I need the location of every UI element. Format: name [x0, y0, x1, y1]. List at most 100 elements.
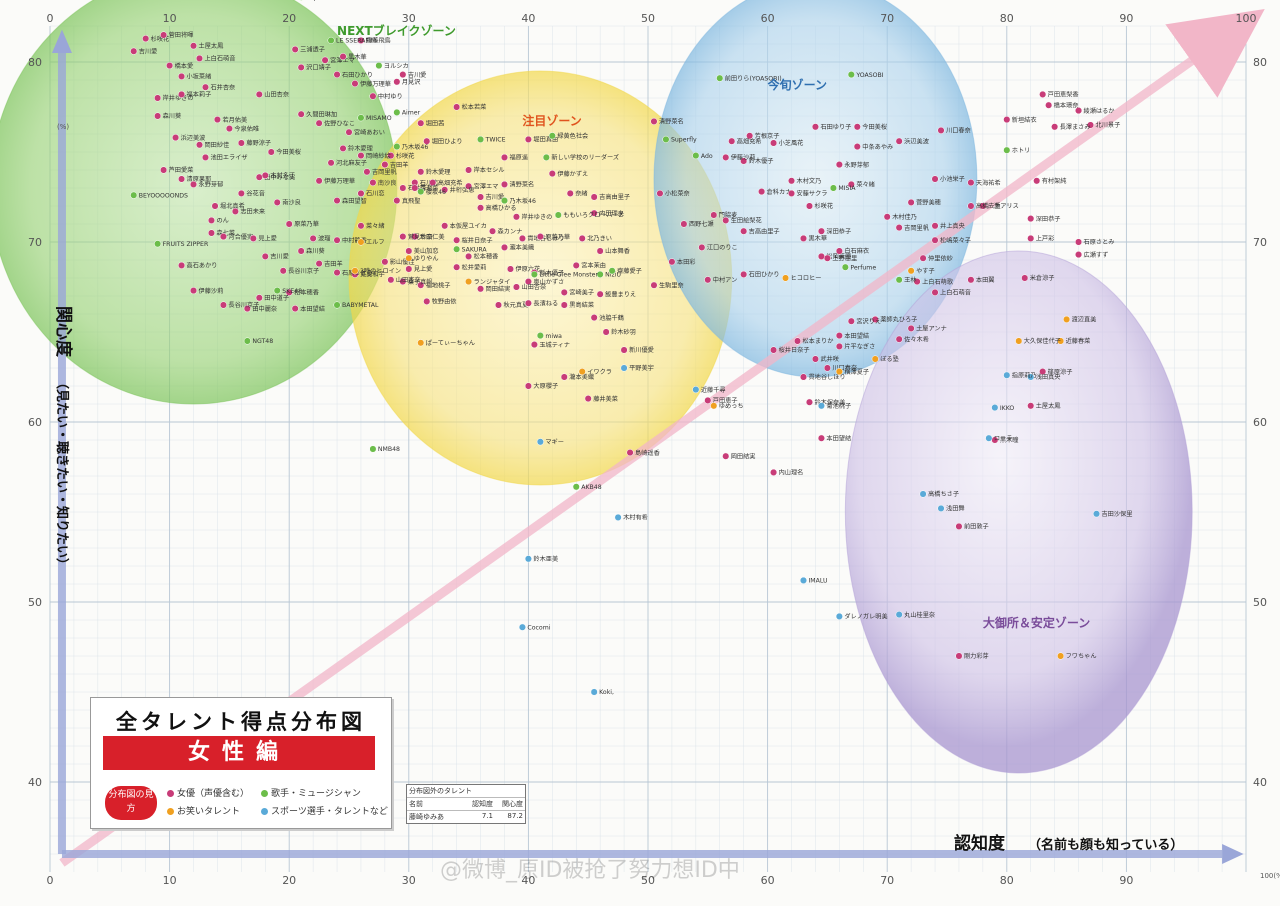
- data-point-label: 松本穂香: [474, 253, 499, 261]
- data-point: [758, 188, 766, 196]
- data-point-label: 吉高由里子: [749, 227, 780, 235]
- data-point-label: 谷花音: [246, 190, 265, 198]
- data-point: [554, 211, 562, 219]
- data-point-label: 永野芽郁: [844, 161, 869, 169]
- data-point-label: ローラ: [994, 435, 1013, 442]
- data-point: [189, 42, 198, 50]
- data-point-label: 浅田真央: [1036, 373, 1062, 381]
- data-point: [417, 281, 425, 289]
- data-point-label: 池田エライザ: [210, 154, 247, 162]
- x-tick-label: 90: [1119, 874, 1133, 887]
- legend-tag: 分布図の見方: [105, 786, 157, 820]
- data-point: [333, 236, 341, 244]
- data-point: [500, 153, 509, 161]
- data-point-label: 黒木瞳: [1000, 436, 1019, 444]
- data-point: [417, 188, 425, 196]
- data-point: [740, 157, 748, 165]
- data-point: [572, 261, 580, 269]
- data-point-label: 森川葵: [163, 112, 182, 120]
- data-point: [560, 301, 568, 309]
- data-point: [333, 269, 341, 277]
- data-point-label: 内田理央: [599, 209, 625, 217]
- data-point: [572, 483, 580, 491]
- data-point: [817, 402, 825, 410]
- outside-table-caption: 分布図外のタレント: [409, 787, 472, 795]
- data-point: [488, 227, 497, 235]
- outside-table: 分布図外のタレント 名前 認知度 関心度 藤崎ゆみあ 7.1 87.2: [406, 784, 526, 824]
- data-point-label: 真飛聖: [402, 197, 421, 205]
- data-point-label: 江口のりこ: [707, 245, 738, 252]
- x-tick-label-top: 40: [521, 12, 535, 25]
- data-point: [315, 177, 323, 185]
- data-point-label: 石川恋: [366, 190, 385, 198]
- data-point: [357, 114, 365, 122]
- zone-area: [653, 0, 978, 378]
- data-point-label: 井上真央: [940, 222, 966, 230]
- data-point-label: 吉川愛: [486, 193, 505, 201]
- data-point: [429, 179, 437, 187]
- data-point-label: 渡辺直美: [1072, 316, 1097, 324]
- data-point: [793, 337, 802, 345]
- y-tick-label: 70: [28, 236, 42, 249]
- x-axis-arrowhead: [1222, 844, 1244, 864]
- outside-table-header: 名前 認知度 関心度: [407, 797, 525, 810]
- data-point: [387, 276, 395, 284]
- data-point-label: Little Glee Monster: [539, 272, 598, 279]
- data-point-label: 菜々緒: [366, 222, 385, 230]
- legend-dot-actress: [167, 790, 174, 797]
- data-point: [620, 364, 628, 372]
- data-point-label: 原菜乃華: [545, 233, 570, 241]
- data-point-label: 横澤夏子: [844, 368, 869, 376]
- data-point: [596, 270, 604, 278]
- data-point-label: ランジャタイ: [474, 278, 511, 286]
- data-point: [518, 234, 526, 242]
- data-point: [178, 175, 186, 183]
- data-point-label: 桜井日奈子: [779, 346, 810, 354]
- y-tick-label-right: 80: [1253, 56, 1267, 69]
- zone-label: NEXTブレイクゾーン: [337, 23, 456, 38]
- data-point: [213, 116, 221, 124]
- data-point: [596, 290, 604, 298]
- data-point-label: 上戸彩: [1036, 235, 1055, 243]
- data-point-label: 長谷川京子: [228, 301, 259, 309]
- data-point-label: 新木優子: [539, 269, 564, 277]
- data-point-label: 鷲見玲奈: [408, 233, 433, 241]
- data-point-label: 堀田ひより: [432, 137, 463, 145]
- data-point: [357, 152, 365, 160]
- data-point-label: 田中道子: [264, 294, 289, 302]
- data-point: [399, 278, 407, 286]
- data-point-label: 大原櫻子: [533, 382, 558, 390]
- data-point-label: 岸井ゆきの: [163, 94, 194, 102]
- data-point-label: 森七菜: [216, 229, 235, 237]
- data-point: [787, 189, 796, 197]
- data-point: [937, 126, 945, 134]
- data-point-label: 杉咲花: [396, 152, 415, 160]
- x-axis-title: 認知度: [954, 833, 1006, 854]
- data-point-label: 乃木坂46: [402, 143, 428, 151]
- data-point-label: 高畑充希: [737, 137, 762, 145]
- data-point: [919, 490, 927, 498]
- data-point: [255, 294, 263, 302]
- data-point: [399, 71, 407, 79]
- data-point-label: 永野芽郁: [199, 181, 224, 189]
- data-point: [955, 522, 963, 530]
- data-point-label: 桑子真帆: [408, 278, 433, 286]
- data-point: [369, 179, 377, 187]
- data-point: [584, 395, 592, 403]
- data-point-label: 鈴木砂羽: [611, 328, 636, 336]
- data-point-label: 土屋太鳳: [199, 42, 225, 50]
- data-point: [207, 229, 216, 237]
- data-point: [817, 434, 825, 442]
- data-point: [548, 132, 556, 140]
- data-point-label: 三浦透子: [300, 46, 325, 54]
- data-point-label: ヨルシカ: [384, 63, 409, 70]
- data-point-label: 内山理名: [779, 469, 804, 477]
- data-point-label: 高石あかり: [187, 262, 218, 270]
- data-point: [417, 119, 425, 127]
- data-point: [590, 209, 598, 217]
- y-tick-label: 80: [28, 56, 42, 69]
- data-point-label: ダレノガレ明美: [844, 613, 887, 621]
- zone-label: 大御所＆安定ゾーン: [983, 615, 1090, 630]
- data-point-label: 福原遥: [509, 154, 528, 162]
